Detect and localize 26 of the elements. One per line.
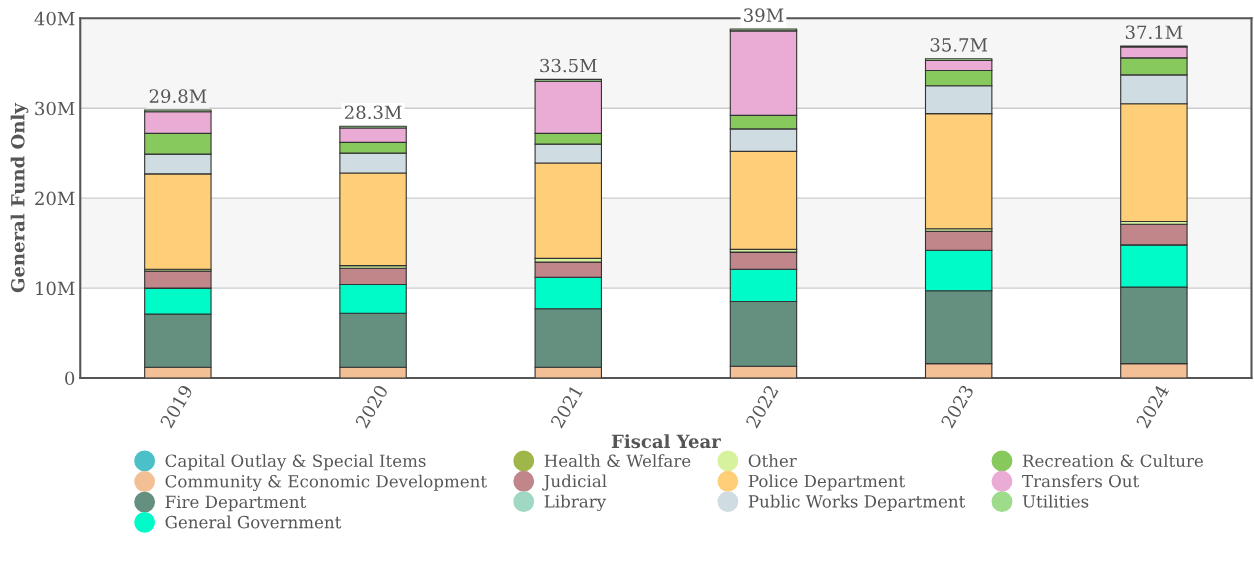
total-label: 29.8M [149,89,207,103]
total-label: 35.7M [930,37,988,52]
y-tick-label: 40M [34,11,75,26]
legend-label: Police Department [748,474,906,491]
y-axis-title: General Fund Only [10,102,29,293]
total-label: 33.5M [540,58,597,73]
y-tick-label: 0 [65,371,75,386]
legend-label: Library [544,494,607,512]
y-tick-label: 10M [36,281,75,296]
legend-label: Public Works Department [748,494,966,511]
x-axis-title: Fiscal Year [611,434,721,449]
legend-label: Other [748,454,797,468]
legend-label: Fire Department [165,495,307,512]
legend-label: General Government [165,515,342,529]
legend-label: Capital Outlay & Special Items [165,454,426,471]
legend-label: Utilities [1022,494,1089,508]
y-tick-label: 30M [35,101,75,116]
legend-label: Community & Economic Development [165,474,487,492]
legend-label: Judicial [542,474,607,491]
total-label: 37.1M [1125,25,1183,40]
legend-label: Recreation & Culture [1022,454,1203,468]
y-tick-label: 20M [35,191,75,206]
legend-label: Health & Welfare [544,454,691,468]
total-label: 28.3M [344,105,402,120]
legend-label: Transfers Out [1022,474,1140,488]
total-label: 39M [744,8,784,22]
